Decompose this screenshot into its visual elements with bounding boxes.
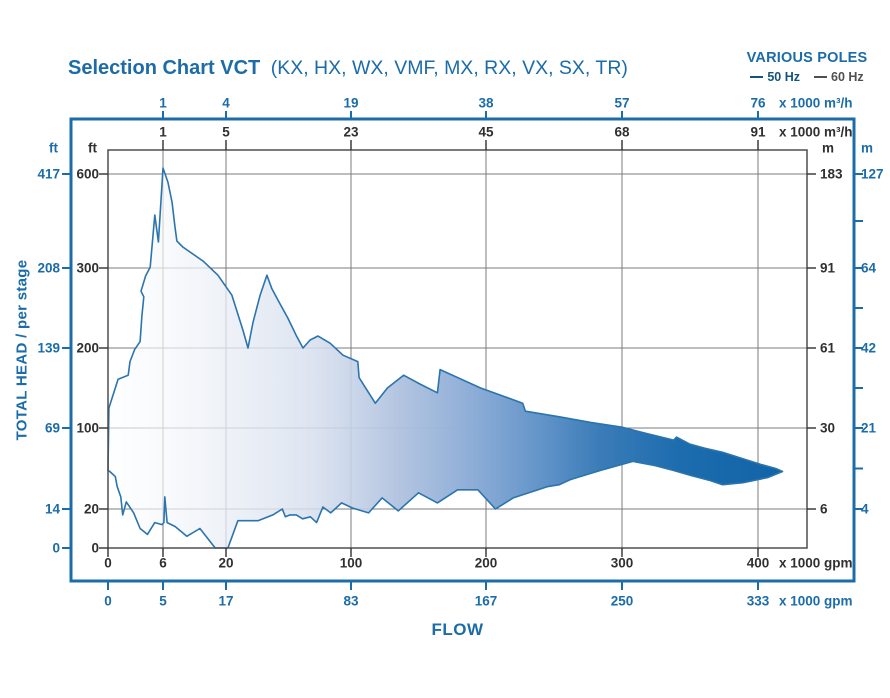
legend: VARIOUS POLES 50 Hz 60 Hz xyxy=(728,50,886,84)
legend-label-60hz: 60 Hz xyxy=(831,70,864,84)
page-title-suffix: (KX, HX, WX, VMF, MX, RX, VX, SX, TR) xyxy=(270,57,628,79)
legend-title: VARIOUS POLES xyxy=(746,50,868,66)
inner-60hz-plot-border xyxy=(107,149,808,549)
legend-swatch-60hz-icon xyxy=(814,76,827,78)
legend-swatch-50hz-icon xyxy=(750,76,764,78)
page-title: Selection Chart VCT (KX, HX, WX, VMF, MX… xyxy=(68,57,628,80)
outer-50hz-frame xyxy=(69,117,856,583)
head-axis-title: TOTAL HEAD / per stage xyxy=(13,259,31,441)
page-title-main: Selection Chart VCT xyxy=(68,57,261,79)
legend-label-50hz: 50 Hz xyxy=(767,70,800,84)
pump-selection-envelope xyxy=(107,167,784,549)
legend-item-60hz: 60 Hz xyxy=(814,70,864,84)
flow-axis-title: FLOW xyxy=(431,620,484,639)
legend-item-50hz: 50 Hz xyxy=(750,70,800,84)
legend-items: 50 Hz 60 Hz xyxy=(728,70,886,84)
